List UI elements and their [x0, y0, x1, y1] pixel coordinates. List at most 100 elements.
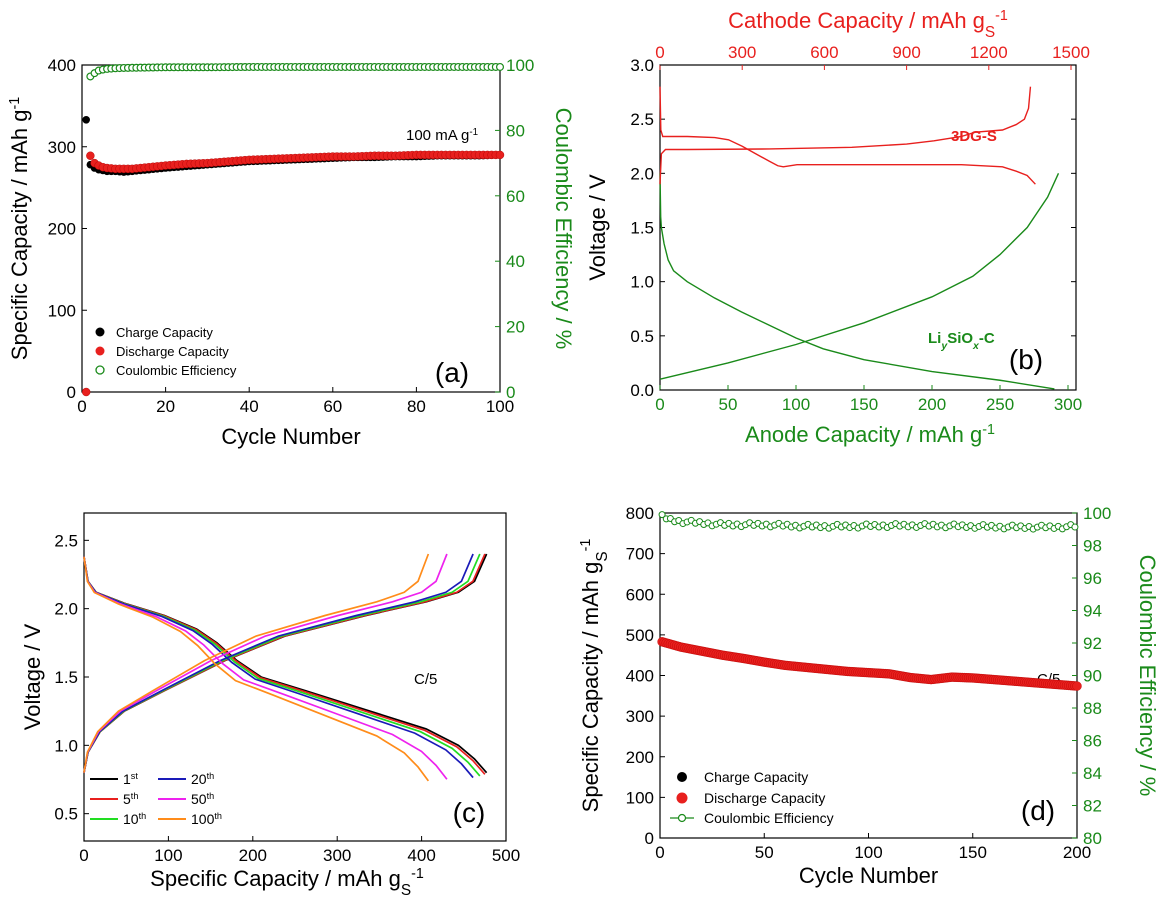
y-axis-label-part: Specific Capacity / mAh g [7, 110, 32, 361]
x-tick-label: 0 [655, 395, 664, 414]
y-tick-label: 1.0 [630, 273, 654, 292]
x-tick-label: 300 [323, 846, 351, 865]
legend-label: Charge Capacity [704, 769, 808, 785]
panel-label: (d) [1021, 795, 1055, 826]
y-tick-label: 2.0 [54, 600, 78, 619]
y-axis-label-part: S [594, 551, 611, 561]
x-tick-label: 300 [1054, 395, 1082, 414]
y-axis-label: Voltage / V [585, 174, 610, 281]
legend-label-part: 20 [191, 771, 207, 787]
anode-label-part: Li [928, 330, 941, 347]
legend-marker [95, 346, 105, 356]
y-tick-label: 700 [626, 545, 654, 564]
legend-label: 100th [191, 811, 222, 827]
y-tick-label: 800 [626, 504, 654, 523]
y-tick-label: 0.0 [630, 381, 654, 400]
y-tick-label: 3.0 [630, 56, 654, 75]
x-tick-label: 0 [77, 397, 86, 416]
panel-d-chart: 0 50 100 150 200 0 100 200 300 400 500 600 700 800 80 8… [578, 504, 1158, 888]
legend-label: 10th [123, 811, 146, 827]
x-tick-label: 100 [782, 395, 810, 414]
cathode-discharge-curve [659, 86, 1036, 185]
x-axis-label-part: Specific Capacity / mAh g [150, 866, 401, 891]
x2-tick-label: 300 [728, 43, 756, 62]
x-axis-label-part: Anode Capacity / mAh g [745, 422, 982, 447]
legend-label: Coulombic Efficiency [704, 810, 834, 826]
anode-label-part: y [940, 340, 948, 352]
legend-label-part: 100 [191, 811, 215, 827]
x-axis-label: Anode Capacity / mAh g-1 [745, 422, 995, 447]
y2-tick-label: 80 [1083, 829, 1102, 848]
panel-c-chart: 0 100 200 300 400 500 0.5 1.0 1.5 2.0 2.5 Specific … [20, 512, 520, 899]
anode-charge-curve [659, 173, 1055, 390]
legend-marker [677, 813, 687, 823]
legend-marker [677, 772, 687, 782]
y-tick-label: 1.5 [54, 668, 78, 687]
panel-a-chart: 0 20 40 60 80 1000100200300400020406080100Cyc… [7, 56, 576, 449]
y2-tick-label: 90 [1083, 667, 1102, 686]
legend-label: Charge Capacity [116, 325, 213, 340]
y-tick-label: 300 [626, 707, 654, 726]
x-axis-label: Specific Capacity / mAh gS-1 [150, 866, 424, 899]
panel-label: (b) [1009, 344, 1043, 375]
y-tick-label: 300 [48, 138, 76, 157]
x2-tick-label: 900 [892, 43, 920, 62]
legend-marker [95, 365, 105, 375]
y-tick-label: 100 [626, 788, 654, 807]
ce-point [1071, 523, 1079, 531]
y-tick-label: 0.5 [630, 327, 654, 346]
charge-point [82, 115, 90, 124]
legend-label-part: th [207, 771, 215, 781]
x2-axis-label: Cathode Capacity / mAh gS-1 [728, 8, 1008, 41]
panel-label: (a) [435, 357, 469, 388]
y2-axis-label: Coulombic Efficiency / % [1135, 555, 1158, 797]
annotation-rate-part: 100 mA g [406, 127, 469, 144]
cathode-label: 3DG-S [951, 128, 997, 145]
ce-point [496, 62, 505, 71]
y-tick-label: 2.5 [630, 110, 654, 129]
x-tick-label: 100 [854, 843, 882, 862]
legend-label-part: 5 [123, 791, 131, 807]
ce-point [658, 511, 666, 519]
x2-axis-label-part: Cathode Capacity / mAh g [728, 8, 985, 33]
x-tick-label: 150 [959, 843, 987, 862]
x-tick-label: 60 [323, 397, 342, 416]
anode-label-part: SiO [947, 330, 973, 347]
legend-label: Discharge Capacity [704, 790, 825, 806]
x-tick-label: 250 [986, 395, 1014, 414]
x-tick-label: 0 [655, 843, 664, 862]
discharge-point [81, 387, 91, 397]
legend-marker [95, 327, 105, 337]
y-tick-label: 1.5 [630, 219, 654, 238]
x-tick-label: 150 [850, 395, 878, 414]
x2-tick-label: 600 [810, 43, 838, 62]
x-tick-label: 200 [918, 395, 946, 414]
y-tick-label: 600 [626, 585, 654, 604]
annotation-rate: C/5 [414, 671, 437, 688]
y-tick-label: 200 [48, 220, 76, 239]
y-axis-label: Specific Capacity / mAh g-1 [7, 97, 32, 360]
legend-label: 20th [191, 771, 214, 787]
x-tick-label: 400 [407, 846, 435, 865]
y-tick-label: 0 [67, 383, 76, 402]
x-tick-label: 80 [407, 397, 426, 416]
y2-tick-label: 96 [1083, 569, 1102, 588]
y-tick-label: 400 [626, 667, 654, 686]
y2-tick-label: 86 [1083, 732, 1102, 751]
x-tick-label: 50 [755, 843, 774, 862]
legend-label-part: th [207, 791, 215, 801]
discharge-point [1072, 681, 1082, 691]
x-axis-label-part: S [401, 882, 411, 899]
legend-label-part: st [131, 771, 139, 781]
y-tick-label: 2.0 [630, 164, 654, 183]
x-tick-label: 100 [154, 846, 182, 865]
x-tick-label: 50 [719, 395, 738, 414]
y2-tick-label: 100 [1083, 504, 1111, 523]
y2-tick-label: 94 [1083, 602, 1102, 621]
y2-tick-label: 88 [1083, 699, 1102, 718]
y-tick-label: 0.5 [54, 805, 78, 824]
y2-tick-label: 0 [506, 383, 515, 402]
legend-label: Discharge Capacity [116, 344, 229, 359]
x-axis-label-part: -1 [982, 422, 995, 438]
